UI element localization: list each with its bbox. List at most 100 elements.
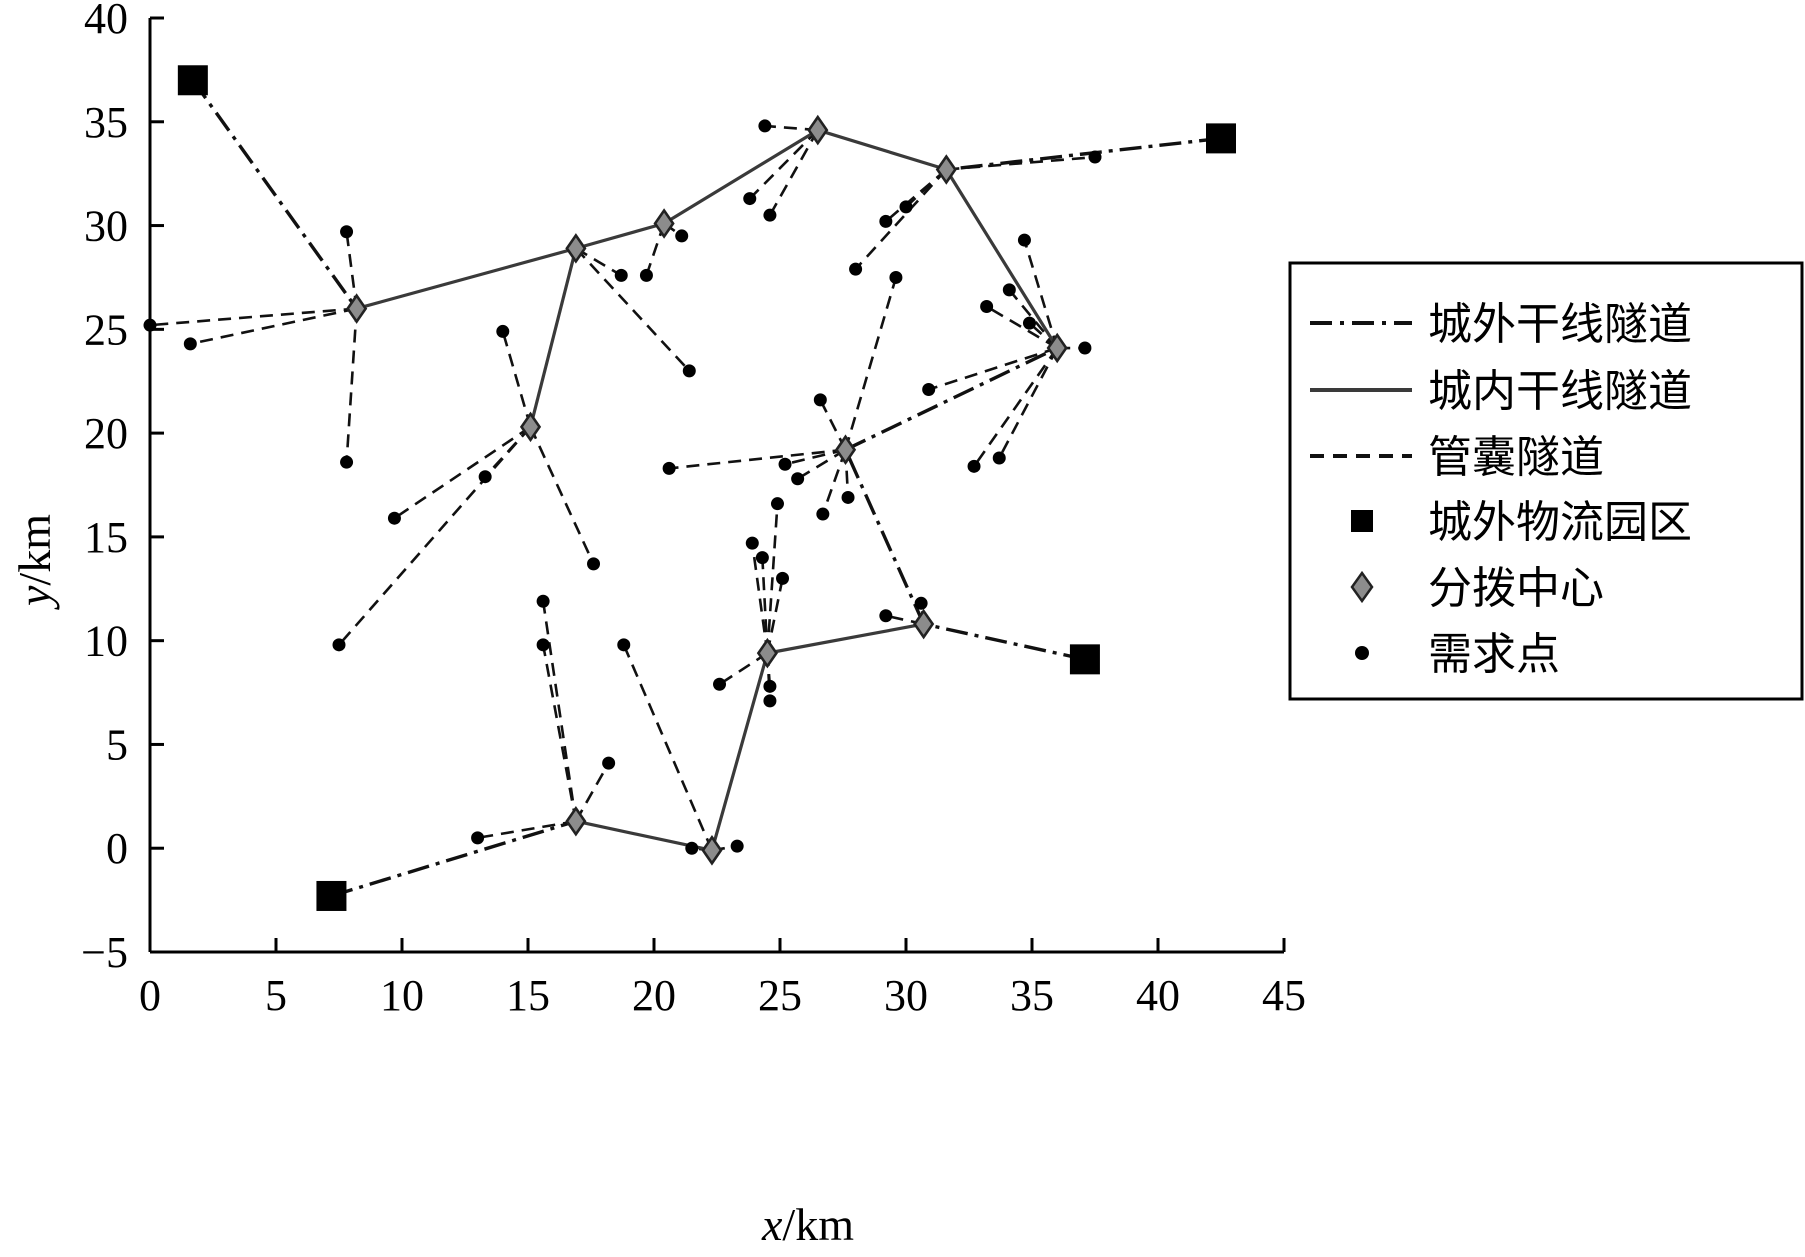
demand-point (587, 557, 601, 571)
demand-point (879, 609, 893, 623)
demand-point (776, 571, 790, 585)
logistics-park-marker (1206, 123, 1236, 154)
capsule-tunnel-line (821, 449, 847, 515)
demand-point (841, 490, 855, 504)
inner-trunk-line (356, 128, 1059, 349)
x-tick-label: 30 (884, 971, 928, 1020)
logistics-park-marker (1069, 644, 1100, 675)
distribution-center-marker (519, 411, 542, 443)
y-tick-label: 40 (84, 0, 128, 43)
outer-trunk-line (330, 819, 577, 898)
legend-demand-swatch (1355, 646, 1369, 660)
demand-point (730, 839, 744, 853)
demand-point (471, 831, 485, 845)
legend-center-swatch (1350, 570, 1374, 604)
demand-point (1017, 233, 1031, 247)
distribution-center-marker (1046, 332, 1068, 364)
capsule-tunnel-line (884, 168, 948, 223)
legend: 城外干线隧道 城内干线隧道 管囊隧道 城外物流园区 分拨中心 需求点 (1288, 261, 1804, 701)
demand-point (743, 192, 757, 206)
distribution-center-marker (834, 434, 857, 465)
capsule-tunnel-line (985, 305, 1058, 350)
demand-point (889, 270, 903, 284)
demand-point (536, 594, 550, 608)
y-tick-label: 35 (84, 98, 128, 147)
distribution-center-marker (565, 805, 587, 837)
outer-trunk-line (843, 449, 926, 625)
capsule-tunnel-line (574, 762, 610, 822)
capsule-tunnel-line (477, 819, 577, 840)
x-tick-label: 35 (1010, 971, 1054, 1020)
demand-point (639, 268, 653, 282)
outer-trunk-line (946, 136, 1222, 172)
capsule-tunnel-line (766, 578, 784, 654)
distribution-center-marker (653, 208, 675, 239)
distribution-center-marker (565, 233, 587, 264)
x-tick-label: 45 (1262, 971, 1306, 1020)
demand-point (602, 756, 616, 770)
demand-point (816, 507, 830, 521)
outer-trunk-line (844, 346, 1058, 452)
logistics-park-marker (316, 880, 347, 911)
capsule-tunnel-line (766, 503, 779, 654)
demand-point (387, 511, 401, 525)
x-tick-label: 15 (506, 971, 550, 1020)
x-tick-label: 25 (758, 971, 802, 1020)
capsule-tunnel-line (529, 426, 595, 565)
y-tick-label: 15 (84, 513, 128, 562)
outer-trunk-line (923, 622, 1086, 662)
capsule-tunnel-line (972, 347, 1059, 468)
capsule-tunnel-line (796, 448, 847, 480)
x-tick-label: 20 (632, 971, 676, 1020)
legend-demand-label: 需求点 (1428, 629, 1560, 680)
demand-point (1022, 316, 1036, 330)
demand-point (478, 470, 492, 484)
distribution-center-marker (346, 293, 368, 324)
capsule-tunnel-line (844, 277, 898, 451)
x-tick-label: 10 (380, 971, 424, 1020)
outer-trunk-line (191, 79, 359, 310)
demand-point (332, 638, 346, 652)
demand-point (967, 459, 981, 473)
demand-point (685, 841, 699, 855)
x-tick-label: 5 (265, 971, 287, 1020)
demand-point (899, 200, 913, 214)
demand-point (763, 694, 777, 708)
legend-inner-trunk-label: 城内干线隧道 (1428, 366, 1692, 417)
y-tick-label: 5 (106, 720, 128, 769)
demand-point (340, 225, 354, 239)
demand-point (813, 393, 827, 407)
legend-capsule-label: 管囊隧道 (1428, 432, 1604, 483)
capsule-tunnel-line (854, 168, 948, 271)
x-axis-label: x/km (761, 1199, 854, 1250)
demand-point (536, 638, 550, 652)
demand-point (849, 262, 863, 276)
capsule-tunnel-line (761, 557, 769, 654)
legend-center-label: 分拨中心 (1428, 563, 1604, 614)
demand-point (758, 119, 772, 133)
distribution-center-marker (913, 608, 935, 640)
capsule-tunnel-line (928, 346, 1058, 391)
capsule-tunnel-line (784, 448, 846, 466)
capsule-tunnel-line (190, 307, 357, 346)
demand-point (914, 596, 928, 610)
demand-point (755, 551, 769, 565)
capsule-tunnel-line (345, 308, 358, 463)
capsule-tunnel-line (501, 331, 532, 428)
demand-point (1088, 150, 1102, 164)
y-tick-label: 0 (106, 824, 128, 873)
x-tick-label: 0 (139, 971, 161, 1020)
legend-park-swatch (1351, 510, 1373, 532)
demand-point (614, 268, 628, 282)
inner-trunk-line (528, 247, 578, 428)
capsule-tunnel-line (1008, 289, 1059, 349)
y-axis-label: y/km (9, 514, 60, 610)
demand-point (496, 324, 510, 338)
demand-point (770, 497, 784, 511)
demand-point (617, 638, 631, 652)
capsule-tunnel-line (748, 129, 819, 200)
capsule-tunnel-line (768, 129, 819, 216)
y-tick-label: 30 (84, 202, 128, 251)
demand-point (340, 455, 354, 469)
demand-point (879, 214, 893, 228)
